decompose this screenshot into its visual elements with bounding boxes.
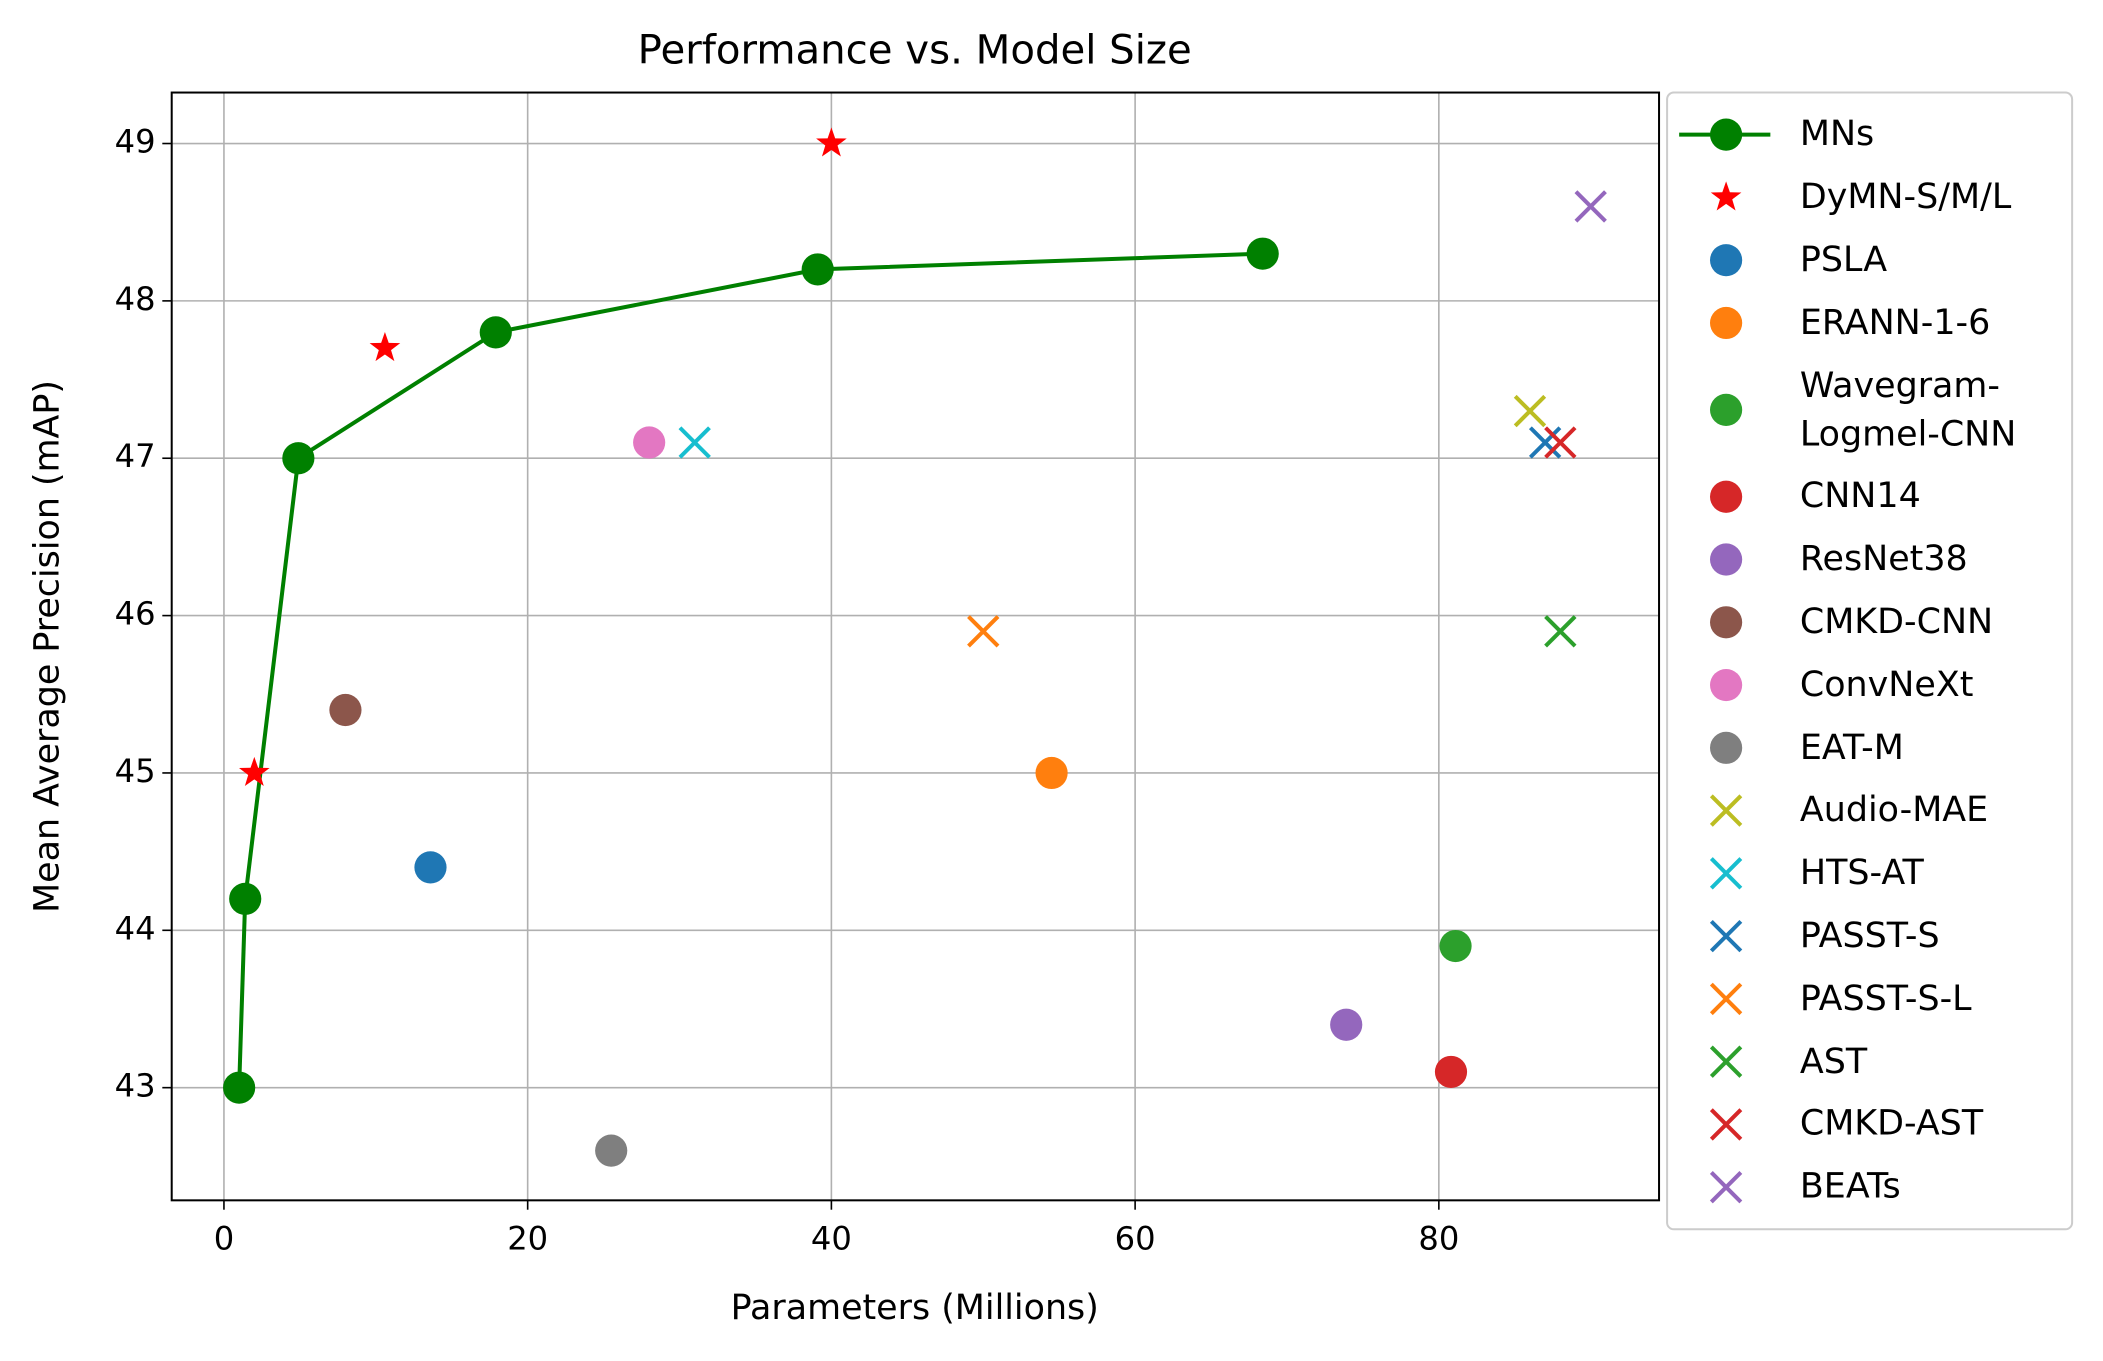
legend-box <box>1666 91 2074 1231</box>
legend-marker <box>1709 919 1743 953</box>
legend-label: CMKD-CNN <box>1799 602 1994 643</box>
legend-marker <box>1710 393 1743 426</box>
legend-label-box: MNs <box>1799 114 1875 155</box>
legend-label: Wavegram- Logmel-CNN <box>1799 365 2017 455</box>
plot <box>223 127 1607 1167</box>
legend-label: ConvNeXt <box>1799 664 1974 706</box>
star-point <box>816 127 847 157</box>
legend-label: Audio-MAE <box>1799 790 1989 831</box>
y-tick-label: 46 <box>115 595 156 633</box>
legend-label-box: CMKD-AST <box>1799 1104 1984 1145</box>
x-point <box>1528 426 1562 459</box>
x-tick-label: 40 <box>811 1220 852 1258</box>
legend-label: BEATs <box>1799 1167 1901 1208</box>
legend-label: ResNet38 <box>1799 539 1968 580</box>
legend-label: DyMN-S/M/L <box>1799 177 2012 218</box>
y-tick-label: 48 <box>115 280 156 318</box>
x-point <box>967 615 1000 648</box>
legend-label: PASST-S <box>1799 916 1940 957</box>
x-point <box>1544 615 1577 648</box>
legend-label-box: HTS-AT <box>1799 853 1924 894</box>
legend-label: HTS-AT <box>1799 853 1924 894</box>
y-tick-label: 43 <box>115 1067 156 1105</box>
legend-marker <box>1710 543 1743 576</box>
series-line <box>237 251 1263 1088</box>
legend-label: AST <box>1799 1041 1868 1082</box>
legend-marker <box>1709 982 1743 1016</box>
point <box>223 1071 256 1104</box>
legend-marker <box>1709 1045 1743 1078</box>
legend-marker <box>1709 1171 1743 1204</box>
legend-marker <box>1710 480 1743 513</box>
legend: MNs DyMN-S/M/L PSLA ERANN-1-6 Wavegram- Logm… <box>1666 91 2074 1231</box>
legend-label: PASST-S-L <box>1799 978 1972 1020</box>
point <box>1246 237 1279 270</box>
point <box>479 316 512 349</box>
legend-marker <box>1710 244 1743 277</box>
x-tick-label: 80 <box>1418 1220 1459 1258</box>
star-point <box>369 331 401 362</box>
legend-label-box: EAT-M <box>1799 727 1904 768</box>
legend-label-box: AST <box>1799 1041 1868 1082</box>
plot-frame <box>170 91 1661 1202</box>
point <box>1330 1008 1363 1041</box>
point <box>282 442 315 475</box>
legend-label-box: BEATs <box>1799 1167 1901 1208</box>
y-tick-label: 47 <box>115 437 156 475</box>
legend-marker <box>1709 857 1743 890</box>
x-point <box>678 426 711 459</box>
legend-label: PSLA <box>1799 240 1888 281</box>
point <box>329 693 362 727</box>
legend-marker <box>1709 1108 1743 1141</box>
legend-label-box: CMKD-CNN <box>1799 602 1994 643</box>
grid <box>171 92 1660 1201</box>
legend-label-box: DyMN-S/M/L <box>1799 177 2012 218</box>
star-point <box>239 756 270 786</box>
point <box>1035 756 1068 790</box>
y-tick-label: 44 <box>115 909 156 947</box>
x-tick-label: 0 <box>214 1220 234 1258</box>
point <box>801 253 834 286</box>
point <box>595 1134 628 1167</box>
legend-label-box: PASST-S-L <box>1799 978 1972 1020</box>
x-point <box>1544 426 1577 459</box>
legend-label: MNs <box>1799 114 1875 155</box>
legend-label-box: Audio-MAE <box>1799 790 1989 831</box>
legend-label-box: PASST-S <box>1799 916 1940 957</box>
point <box>229 882 262 915</box>
x-tick-label: 60 <box>1115 1220 1156 1258</box>
y-axis-label: Mean Average Precision (mAP) <box>27 380 67 913</box>
legend-label-box: ERANN-1-6 <box>1799 302 1991 344</box>
legend-label-box: CNN14 <box>1799 476 1921 517</box>
y-tick-label: 45 <box>115 752 156 790</box>
chart-title: Performance vs. Model Size <box>638 27 1192 73</box>
x-axis-label: Parameters (Millions) <box>731 1288 1099 1328</box>
legend-marker <box>1710 306 1743 340</box>
legend-label-box: ResNet38 <box>1799 539 1968 580</box>
legend-label-box: Wavegram- Logmel-CNN <box>1799 365 2017 455</box>
legend-marker <box>1710 118 1743 151</box>
legend-marker <box>1710 606 1743 639</box>
legend-label-box: PSLA <box>1799 240 1888 281</box>
legend-label-box: ConvNeXt <box>1799 664 1974 706</box>
x-tick-label: 20 <box>507 1220 548 1258</box>
point <box>1434 1055 1468 1089</box>
x-point <box>1574 190 1607 223</box>
legend-label: CMKD-AST <box>1799 1104 1984 1145</box>
point <box>414 851 447 884</box>
legend-marker <box>1710 181 1742 211</box>
y-tick-label: 49 <box>115 123 156 161</box>
legend-marker <box>1709 794 1743 827</box>
legend-marker <box>1710 731 1743 764</box>
point <box>1439 929 1472 963</box>
legend-label: ERANN-1-6 <box>1799 302 1991 344</box>
legend-label: EAT-M <box>1799 727 1904 768</box>
point <box>633 426 666 459</box>
x-point <box>1513 394 1547 428</box>
legend-label: CNN14 <box>1799 476 1921 517</box>
legend-marker <box>1710 668 1743 702</box>
